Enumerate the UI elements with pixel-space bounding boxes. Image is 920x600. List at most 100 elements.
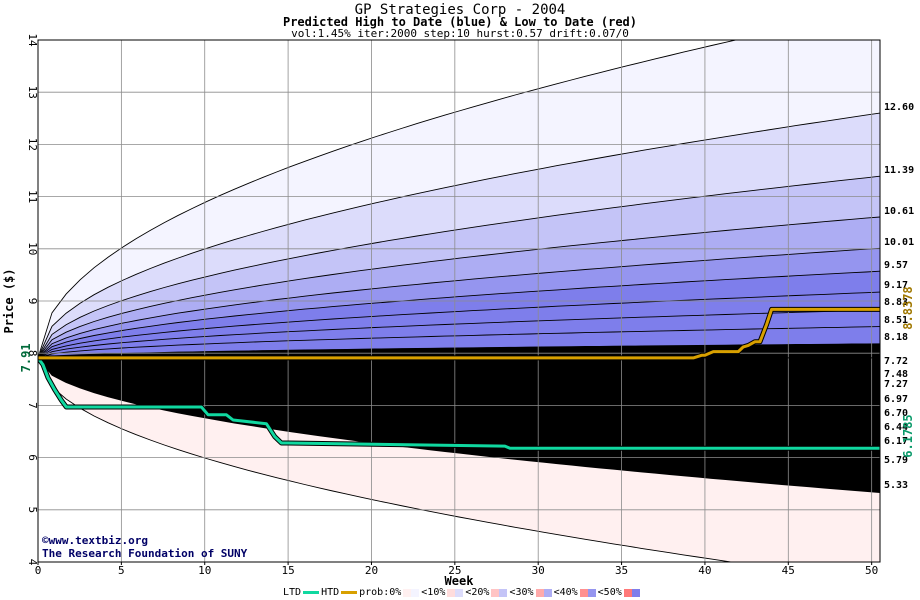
low-quantile-label-8: 5.33 (884, 480, 908, 491)
low-quantile-line-2 (38, 357, 880, 381)
y-tick-label-3: 7 (26, 402, 39, 409)
x-tick-label-9: 45 (782, 564, 795, 577)
y-tick-label-5: 9 (26, 298, 39, 305)
y-tick-label-9: 13 (26, 86, 39, 99)
legend-50-label: <50% (597, 587, 622, 598)
legend: LTD HTD prob:0% <10% <20% <30% <40% <50% (283, 587, 642, 598)
y-tick-label-7: 11 (26, 190, 39, 203)
start-price-label: 7.91 (19, 343, 33, 372)
high-quantile-label-5: 9.17 (884, 280, 908, 291)
legend-ltd-label: LTD (283, 587, 302, 598)
low-quantile-line-1 (38, 357, 880, 369)
legend-swatch-50 (623, 588, 640, 597)
high-quantile-line-2 (38, 175, 880, 359)
high-quantile-label-7: 8.51 (884, 315, 908, 326)
ltd-line (38, 357, 880, 450)
legend-htd-swatch (341, 591, 358, 594)
chart-subtitle: Predicted High to Date (blue) & Low to D… (282, 15, 637, 29)
high-quantile-label-1: 11.39 (884, 165, 914, 176)
legend-30-label: <30% (509, 587, 534, 598)
high-band-6 (38, 292, 880, 358)
legend-swatch-20 (491, 588, 508, 597)
low-quantile-line-8 (38, 357, 880, 470)
legend-ltd-swatch (303, 591, 320, 594)
legend-20-label: <20% (465, 587, 490, 598)
x-tick-label-2: 10 (198, 564, 211, 577)
low-quantile-label-0: 7.72 (884, 356, 908, 367)
low-quantile-line-9 (38, 357, 880, 494)
legend-swatch-0 (403, 588, 420, 597)
low-quantile-label-4: 6.70 (884, 408, 908, 419)
high-band-4 (38, 248, 880, 358)
x-tick-label-10: 50 (865, 564, 878, 577)
x-tick-label-4: 20 (365, 564, 378, 577)
y-tick-label-4: 8 (26, 350, 39, 357)
high-quantile-label-2: 10.61 (884, 206, 914, 217)
high-quantile-line-0 (38, 40, 738, 359)
chart-params: vol:1.45% iter:2000 step:10 hurst:0.57 d… (291, 27, 629, 40)
high-quantile-label-6: 8.83 (884, 297, 908, 308)
low-band-9 (38, 357, 880, 493)
high-quantile-line-5 (38, 270, 880, 359)
high-band-0 (38, 40, 880, 358)
x-tick-label-0: 0 (35, 564, 42, 577)
high-quantile-line-8 (38, 326, 880, 359)
high-quantile-line-1 (38, 112, 880, 359)
y-tick-label-0: 4 (26, 559, 39, 566)
high-quantile-line-4 (38, 247, 880, 359)
low-quantile-label-5: 6.44 (884, 422, 908, 433)
plot-frame (37, 39, 881, 563)
x-tick-label-7: 35 (615, 564, 628, 577)
credit-org: The Research Foundation of SUNY (42, 547, 248, 560)
low-quantile-line-4 (38, 357, 880, 408)
high-band-8 (38, 326, 880, 358)
high-band-5 (38, 271, 880, 358)
credit-url: ©www.textbiz.org (42, 534, 148, 547)
high-band-3 (38, 217, 880, 358)
x-axis-label: Week (445, 574, 475, 588)
low-quantile-line-6 (38, 357, 880, 436)
high-band-1 (38, 113, 880, 358)
y-tick-label-10: 14 (26, 33, 39, 47)
legend-40-label: <40% (553, 587, 578, 598)
legend-prob-label: prob:0% (359, 587, 402, 598)
legend-swatch-30 (535, 588, 552, 597)
y-axis-label: Price ($) (2, 268, 16, 333)
high-quantile-line-3 (38, 216, 880, 359)
x-tick-label-6: 30 (532, 564, 545, 577)
x-tick-label-5: 25 (448, 564, 461, 577)
low-quantile-label-3: 6.97 (884, 394, 908, 405)
chart-title: GP Strategies Corp - 2004 (354, 2, 566, 18)
x-tick-label-1: 5 (118, 564, 125, 577)
low-quantile-label-1: 7.48 (884, 369, 908, 380)
high-quantile-line-6 (38, 291, 880, 359)
legend-htd-label: HTD (321, 587, 340, 598)
htd-line (38, 307, 880, 360)
high-quantile-label-3: 10.01 (884, 237, 914, 248)
low-quantile-label-7: 5.79 (884, 455, 908, 466)
low-quantile-label-2: 7.27 (884, 379, 908, 390)
low-quantile-line-3 (38, 357, 880, 392)
y-tick-label-2: 6 (26, 454, 39, 461)
low-quantile-label-6: 6.17 (884, 436, 908, 447)
high-quantile-label-0: 12.60 (884, 102, 914, 113)
high-quantile-line-9 (38, 343, 880, 359)
high-quantile-line-7 (38, 309, 880, 359)
low-quantile-line-7 (38, 357, 880, 450)
legend-swatch-10 (447, 588, 464, 597)
htd-last-value-label: 8.8378 (901, 286, 915, 329)
y-tick-label-6: 10 (26, 242, 39, 255)
plot-area (38, 40, 880, 562)
low-quantile-line-5 (38, 357, 880, 422)
y-tick-label-1: 5 (26, 506, 39, 513)
high-band-7 (38, 309, 880, 358)
high-quantile-label-8: 8.18 (884, 332, 908, 343)
low-quantile-line-0 (38, 357, 735, 562)
high-band-9 (38, 343, 880, 358)
legend-10-label: <10% (421, 587, 446, 598)
high-quantile-label-4: 9.57 (884, 260, 908, 271)
x-tick-label-3: 15 (281, 564, 294, 577)
x-tick-label-8: 40 (698, 564, 711, 577)
high-band-2 (38, 176, 880, 358)
